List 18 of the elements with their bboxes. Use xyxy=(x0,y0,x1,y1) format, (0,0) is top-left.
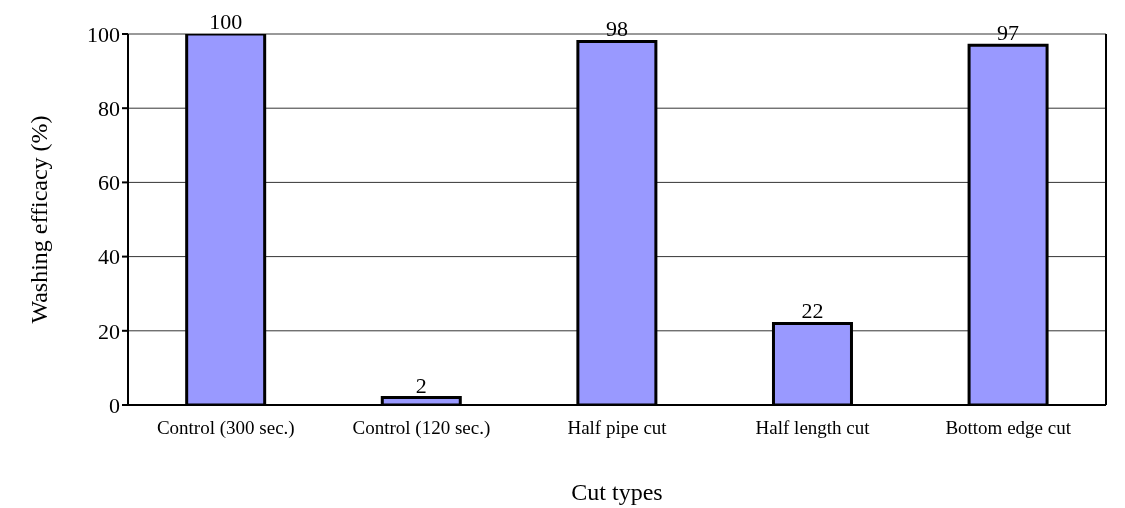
data-label: 98 xyxy=(605,16,628,42)
x-axis-title: Cut types xyxy=(571,479,663,505)
y-tick-label: 60 xyxy=(98,170,120,196)
data-label: 22 xyxy=(801,298,824,324)
x-tick-label: Control (120 sec.) xyxy=(352,417,491,440)
x-tick-label: Half length cut xyxy=(755,417,871,439)
x-tick-label: Bottom edge cut xyxy=(945,417,1072,439)
y-tick-label: 80 xyxy=(98,96,120,122)
y-tick-label: 20 xyxy=(98,318,120,344)
data-label: 2 xyxy=(415,372,427,398)
x-tick-label: Half pipe cut xyxy=(567,417,668,439)
data-label: 100 xyxy=(209,9,243,34)
x-tick-label: Control (300 sec.) xyxy=(156,417,295,440)
y-tick-label: 100 xyxy=(87,21,120,47)
y-tick-label: 40 xyxy=(98,244,120,270)
y-axis-title: Washing efficacy (%) xyxy=(25,115,52,324)
y-tick-label: 0 xyxy=(109,392,120,418)
data-label: 97 xyxy=(997,20,1020,46)
